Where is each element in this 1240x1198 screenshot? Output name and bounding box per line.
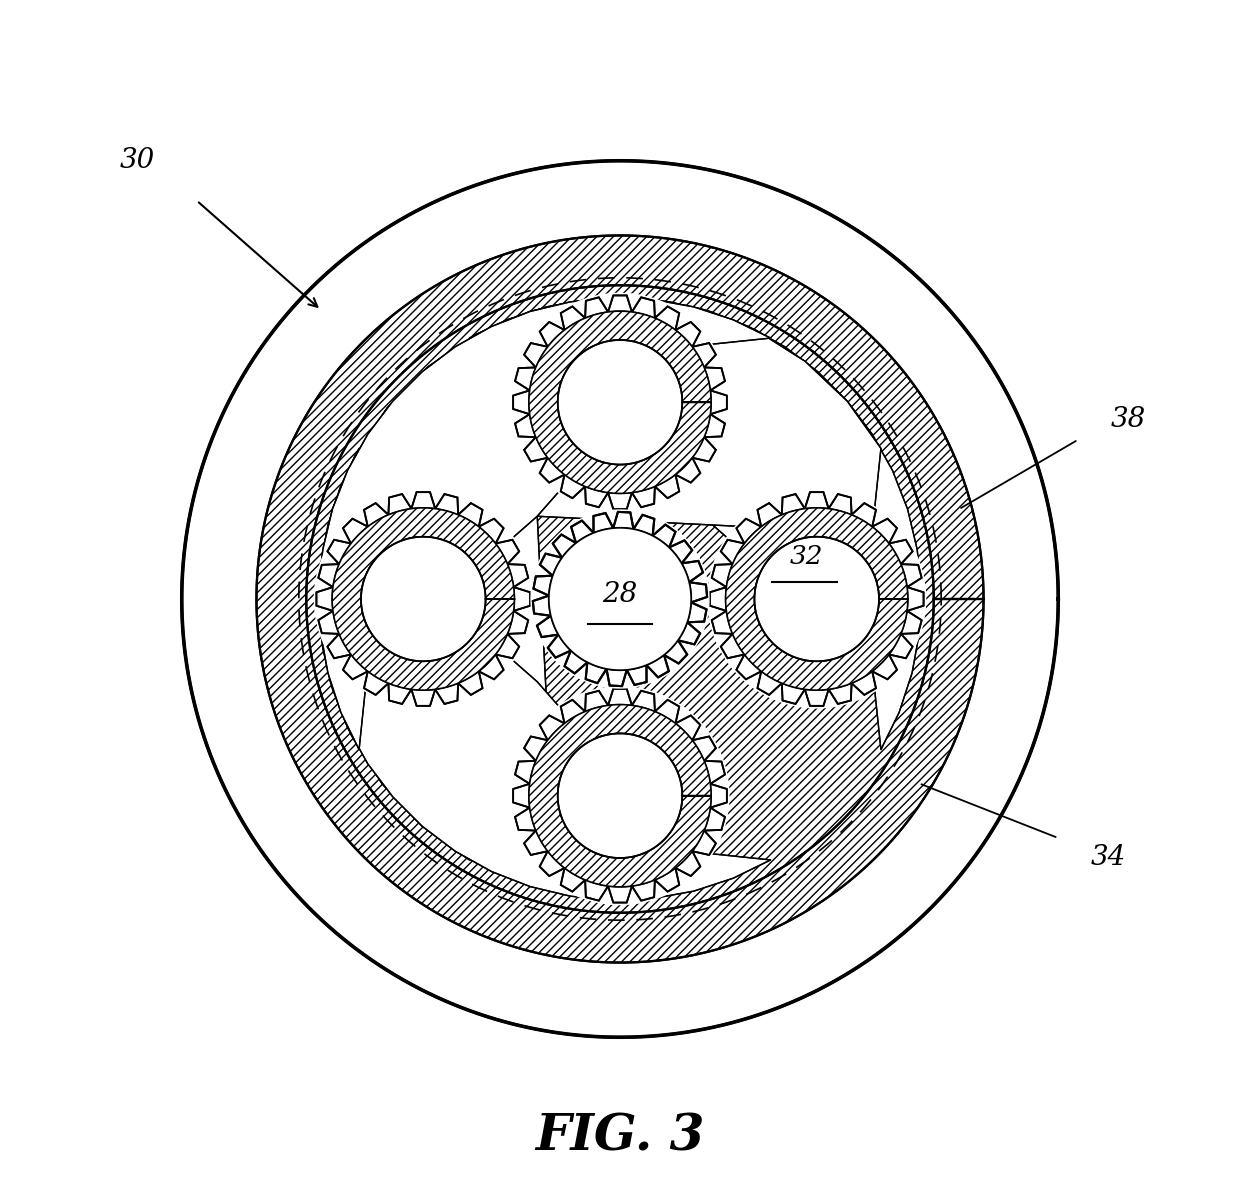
Polygon shape: [319, 448, 770, 900]
Polygon shape: [533, 512, 707, 686]
Polygon shape: [558, 340, 682, 465]
Polygon shape: [707, 490, 926, 708]
Polygon shape: [529, 704, 711, 887]
Text: FIG. 3: FIG. 3: [536, 1113, 704, 1161]
Polygon shape: [511, 292, 729, 512]
Polygon shape: [312, 291, 928, 907]
Polygon shape: [709, 492, 924, 706]
Polygon shape: [511, 686, 729, 906]
Polygon shape: [306, 285, 934, 913]
Text: 38: 38: [1110, 406, 1146, 434]
Polygon shape: [558, 733, 682, 858]
Polygon shape: [513, 296, 727, 509]
Text: 34: 34: [1090, 845, 1126, 871]
Polygon shape: [319, 298, 770, 750]
Polygon shape: [320, 298, 880, 860]
Polygon shape: [314, 490, 533, 708]
Polygon shape: [361, 537, 486, 661]
Polygon shape: [531, 509, 709, 689]
Polygon shape: [549, 528, 691, 670]
Polygon shape: [257, 236, 983, 962]
Polygon shape: [332, 508, 515, 690]
Polygon shape: [316, 492, 531, 706]
Polygon shape: [513, 689, 727, 902]
Text: 28: 28: [603, 581, 637, 607]
Polygon shape: [529, 311, 711, 494]
Polygon shape: [470, 298, 921, 750]
Polygon shape: [754, 537, 879, 661]
Text: 30: 30: [119, 147, 155, 174]
Polygon shape: [182, 161, 1058, 1037]
Polygon shape: [725, 508, 908, 690]
Text: 32: 32: [790, 544, 823, 569]
